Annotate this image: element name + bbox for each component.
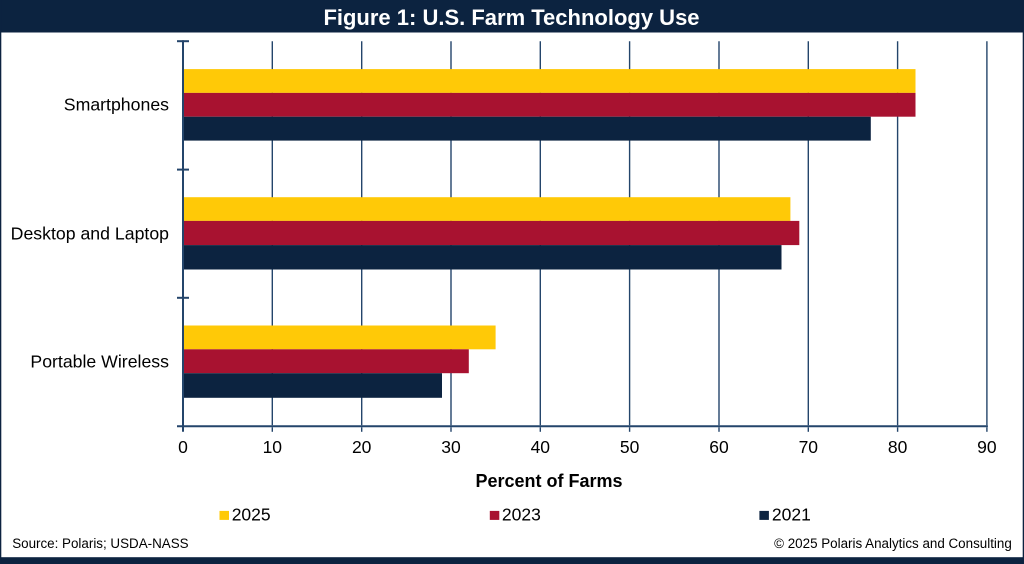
svg-text:2025: 2025 <box>232 504 271 524</box>
svg-text:Figure 1: U.S. Farm Technology: Figure 1: U.S. Farm Technology Use <box>323 5 699 30</box>
svg-text:80: 80 <box>888 437 908 457</box>
svg-text:60: 60 <box>709 437 729 457</box>
svg-text:2023: 2023 <box>502 504 541 524</box>
svg-text:Source: Polaris; USDA-NASS: Source: Polaris; USDA-NASS <box>12 536 188 551</box>
svg-text:Portable Wireless: Portable Wireless <box>30 352 169 372</box>
svg-text:Percent of Farms: Percent of Farms <box>475 471 622 491</box>
svg-text:70: 70 <box>799 437 819 457</box>
svg-text:Smartphones: Smartphones <box>64 95 169 115</box>
svg-text:0: 0 <box>178 437 188 457</box>
svg-text:10: 10 <box>263 437 283 457</box>
svg-text:20: 20 <box>352 437 372 457</box>
svg-text:© 2025 Polaris Analytics and C: © 2025 Polaris Analytics and Consulting <box>774 536 1012 551</box>
svg-text:Desktop and Laptop: Desktop and Laptop <box>11 223 169 243</box>
svg-text:30: 30 <box>441 437 461 457</box>
svg-text:90: 90 <box>977 437 997 457</box>
svg-text:50: 50 <box>620 437 640 457</box>
svg-text:40: 40 <box>531 437 551 457</box>
svg-text:2021: 2021 <box>772 504 811 524</box>
